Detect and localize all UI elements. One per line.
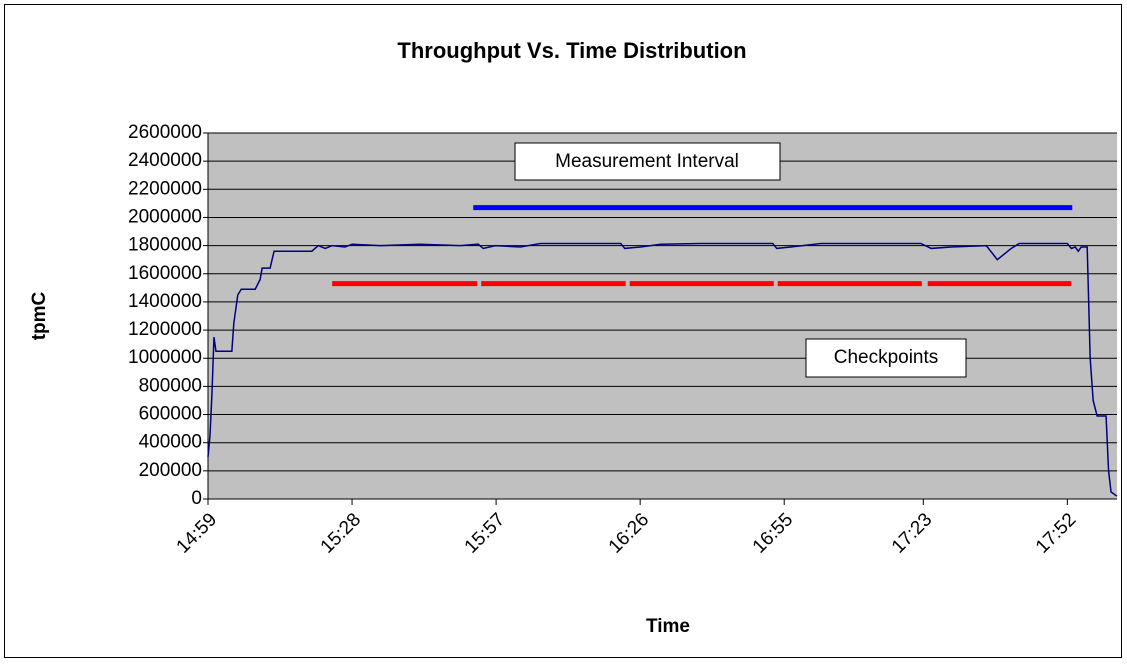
marks xyxy=(207,205,1118,497)
y-tick-label: 1800000 xyxy=(128,235,202,256)
y-tick-label: 400000 xyxy=(139,432,202,453)
y-tick-label: 1200000 xyxy=(128,319,202,340)
y-tick-label: 600000 xyxy=(139,404,202,425)
y-tick-label: 2000000 xyxy=(128,206,202,227)
annotation: Measurement Interval xyxy=(555,151,739,172)
y-tick-label: 200000 xyxy=(139,460,202,481)
y-tick-label: 2600000 xyxy=(128,122,202,143)
y-tick-label: 1400000 xyxy=(128,291,202,312)
plot-area xyxy=(208,133,1117,499)
y-tick-label: 1600000 xyxy=(128,263,202,284)
y-axis-label: tpmC xyxy=(29,291,50,340)
x-axis-label: Time xyxy=(646,616,690,637)
annotation-box xyxy=(805,338,967,378)
line-series xyxy=(207,242,1118,497)
y-tick-label: 2200000 xyxy=(128,178,202,199)
y-tick-label: 0 xyxy=(191,488,202,509)
annotation: Checkpoints xyxy=(834,347,939,368)
y-tick-label: 800000 xyxy=(139,375,202,396)
y-tick-label: 1000000 xyxy=(128,347,202,368)
chart-title: Throughput Vs. Time Distribution xyxy=(397,38,746,63)
annotation-box xyxy=(514,142,781,181)
y-tick-label: 2400000 xyxy=(128,150,202,171)
